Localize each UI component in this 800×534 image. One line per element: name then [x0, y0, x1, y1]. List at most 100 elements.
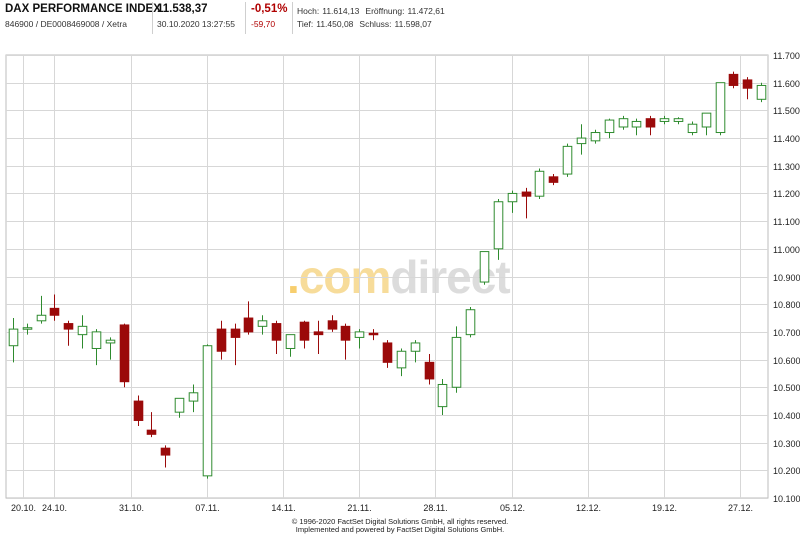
candle-body [618, 118, 629, 128]
y-tick-label: 10.200 [773, 466, 800, 476]
candle-down [230, 323, 241, 366]
high-value: 11.614,13 [322, 6, 360, 16]
change-percent: -0,51% [251, 3, 288, 15]
candle-down [160, 445, 171, 468]
candle-body [507, 192, 518, 203]
y-tick-label: 10.600 [773, 356, 800, 366]
candle-body [742, 79, 753, 89]
low-value: 11.450,08 [316, 19, 354, 29]
candle-up [687, 121, 698, 136]
candle-body [160, 447, 171, 456]
y-tick-label: 10.400 [773, 411, 800, 421]
candle-body [8, 328, 19, 347]
range-row-2: Tief: 11.450,08 Schluss: 11.598,07 [297, 18, 445, 31]
candle-up [479, 251, 490, 285]
candle-down [728, 71, 739, 89]
candle-up [756, 82, 767, 103]
candle-body [119, 324, 130, 383]
x-tick-label: 14.11. [271, 503, 295, 513]
candle-body [534, 170, 545, 197]
candle-body [687, 123, 698, 134]
grid-layer [5, 54, 769, 499]
candle-body [451, 336, 462, 388]
candle-down [133, 395, 144, 427]
x-tick-label: 20.10. [11, 503, 36, 513]
candle-body [174, 397, 185, 413]
candle-body [396, 350, 407, 369]
candle-body [521, 191, 532, 197]
candle-body [631, 120, 642, 128]
candle-body [410, 342, 421, 352]
candle-body [63, 323, 74, 330]
y-tick-label: 11.600 [773, 79, 800, 89]
candle-down [63, 320, 74, 346]
candle-up [105, 337, 116, 360]
candle-body [604, 119, 615, 134]
candle-body [36, 314, 47, 322]
candle-up [562, 143, 573, 177]
instrument-block: DAX PERFORMANCE INDEX 846900 / DE0008469… [5, 3, 161, 29]
candle-body [133, 400, 144, 421]
candle-down [299, 320, 310, 349]
candle-up [590, 129, 601, 144]
x-tick-label: 07.11. [195, 503, 219, 513]
candle-body [202, 345, 213, 477]
candle-down [645, 115, 656, 136]
candle-body [590, 132, 601, 142]
x-tick-label: 05.12. [500, 503, 525, 513]
open-value: 11.472,61 [407, 6, 445, 16]
candle-up [36, 295, 47, 324]
y-tick-label: 11.000 [773, 245, 800, 255]
candle-up [451, 326, 462, 393]
candle-body [285, 334, 296, 349]
header-divider [292, 2, 293, 34]
candle-down [327, 315, 338, 332]
candle-body [479, 251, 490, 283]
candle-up [534, 168, 545, 199]
candle-down [146, 412, 157, 438]
candle-body [91, 331, 102, 349]
candle-body [382, 342, 393, 363]
low-label: Tief: [297, 19, 314, 29]
candle-down [216, 320, 227, 360]
candle-up [174, 397, 185, 418]
candle-body [548, 176, 559, 183]
candle-body [216, 328, 227, 352]
candle-up [715, 82, 726, 136]
candle-body [728, 73, 739, 86]
candle-body [271, 323, 282, 341]
candle-body [243, 317, 254, 333]
candle-up [410, 340, 421, 363]
candle-body [340, 325, 351, 341]
candle-body [659, 118, 670, 122]
close-value: 11.598,07 [394, 19, 432, 29]
y-tick-label: 11.700 [773, 51, 800, 61]
y-tick-label: 10.500 [773, 383, 800, 393]
x-tick-label: 21.11. [347, 503, 371, 513]
candle-layer [8, 71, 767, 479]
candle-up [22, 323, 33, 335]
candle-body [327, 320, 338, 330]
open-label: Eröffnung: [365, 6, 405, 16]
candle-body [673, 118, 684, 122]
x-tick-label: 19.12. [652, 503, 677, 513]
y-tick-label: 11.100 [773, 217, 800, 227]
candle-body [22, 327, 33, 330]
candle-body [424, 361, 435, 380]
y-tick-label: 10.700 [773, 328, 800, 338]
candle-body [230, 328, 241, 338]
candle-body [49, 307, 60, 316]
candle-body [146, 429, 157, 435]
candle-body [576, 137, 587, 145]
y-tick-label: 10.100 [773, 494, 800, 504]
change-absolute: -59,70 [251, 19, 276, 29]
candle-up [659, 115, 670, 125]
y-tick-label: 11.300 [773, 162, 800, 172]
quote-header: DAX PERFORMANCE INDEX 846900 / DE0008469… [0, 0, 800, 36]
candle-up [507, 190, 518, 213]
y-tick-label: 10.800 [773, 300, 800, 310]
candle-up [437, 378, 448, 415]
candle-up [202, 344, 213, 479]
candle-body [77, 325, 88, 336]
candle-down [313, 320, 324, 355]
